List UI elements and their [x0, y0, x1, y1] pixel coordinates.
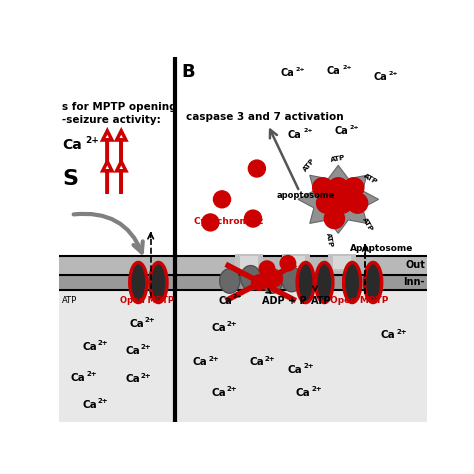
Text: 2+: 2+ [303, 364, 314, 369]
Ellipse shape [316, 263, 333, 302]
Circle shape [324, 209, 345, 228]
Text: B: B [181, 63, 194, 81]
Bar [240, 255, 258, 269]
Ellipse shape [262, 269, 283, 293]
Text: Ca: Ca [327, 66, 340, 76]
Ellipse shape [241, 265, 261, 290]
Text: 2+: 2+ [233, 294, 243, 299]
Text: 2+: 2+ [86, 136, 100, 145]
Text: Ca: Ca [373, 72, 387, 82]
Text: ATP: ATP [363, 172, 379, 185]
Text: 2+: 2+ [86, 371, 97, 377]
Circle shape [317, 193, 337, 213]
Text: Ca: Ca [249, 357, 264, 367]
Bar [282, 254, 310, 271]
Circle shape [259, 261, 275, 276]
Circle shape [347, 193, 368, 213]
Text: ADP + P: ADP + P [262, 296, 307, 306]
Text: 2+: 2+ [141, 373, 151, 379]
Circle shape [202, 214, 219, 231]
Text: ATP: ATP [361, 217, 374, 233]
Text: Open MPTP: Open MPTP [120, 296, 173, 305]
Text: Ca: Ca [63, 138, 82, 152]
Text: 2+: 2+ [98, 340, 109, 346]
Circle shape [267, 271, 283, 286]
Circle shape [245, 210, 262, 227]
Circle shape [344, 178, 364, 198]
Text: ATP: ATP [63, 296, 78, 305]
Text: Ca: Ca [82, 342, 97, 352]
Text: Ca: Ca [296, 388, 310, 398]
Text: Ca: Ca [82, 400, 97, 410]
Bar [59, 290, 427, 422]
Text: 2+: 2+ [389, 71, 398, 76]
Text: 2+: 2+ [296, 67, 305, 72]
Bar [286, 255, 305, 269]
Ellipse shape [219, 269, 240, 293]
Text: 2+: 2+ [227, 386, 237, 392]
Bar [333, 255, 351, 269]
Text: 2+: 2+ [264, 356, 275, 362]
Text: 2+: 2+ [227, 321, 237, 327]
Text: 2+: 2+ [311, 386, 322, 392]
Text: Ca: Ca [125, 374, 140, 384]
Text: ATP: ATP [330, 154, 346, 163]
Text: S: S [63, 169, 78, 189]
Circle shape [251, 275, 267, 290]
Bar [59, 275, 427, 290]
Text: Ca: Ca [192, 357, 207, 367]
Text: Out: Out [405, 260, 425, 270]
Text: 2+: 2+ [145, 317, 155, 323]
Text: Inn-: Inn- [403, 277, 425, 288]
Text: 2+: 2+ [208, 356, 219, 362]
Circle shape [328, 178, 348, 198]
Text: 2+: 2+ [396, 328, 407, 335]
Text: ATP: ATP [325, 232, 333, 248]
Text: Ca: Ca [129, 319, 144, 328]
Text: Ca: Ca [280, 68, 294, 78]
Text: 2+: 2+ [98, 398, 109, 404]
Text: ATP: ATP [311, 296, 332, 306]
Text: s for MPTP opening: s for MPTP opening [63, 101, 177, 111]
Text: 2+: 2+ [303, 128, 313, 134]
Text: -seizure activity:: -seizure activity: [63, 115, 161, 126]
Text: Ca: Ca [211, 322, 226, 333]
Ellipse shape [344, 263, 361, 302]
Text: Ca: Ca [211, 388, 226, 398]
Text: 2+: 2+ [342, 64, 352, 70]
Circle shape [313, 178, 333, 198]
Text: Ca: Ca [218, 296, 232, 306]
Text: Ca: Ca [288, 365, 302, 375]
Circle shape [332, 193, 352, 213]
Text: 2+: 2+ [141, 344, 151, 350]
Text: 2+: 2+ [350, 125, 359, 130]
Bar [328, 254, 356, 271]
Text: Open MPTP: Open MPTP [330, 296, 389, 305]
Bar [59, 255, 427, 275]
Text: Apoptosome: Apoptosome [350, 244, 413, 253]
Text: Ca: Ca [288, 130, 301, 140]
Circle shape [280, 255, 296, 271]
Text: Ca: Ca [334, 126, 348, 136]
Ellipse shape [150, 263, 167, 302]
Polygon shape [298, 165, 379, 233]
Ellipse shape [365, 263, 382, 302]
Text: Ca: Ca [381, 330, 396, 340]
Ellipse shape [282, 267, 302, 292]
Text: apoptosome: apoptosome [276, 191, 335, 200]
Circle shape [213, 191, 230, 208]
Ellipse shape [297, 263, 314, 302]
Bar [235, 254, 263, 271]
Text: Cytochrome c: Cytochrome c [194, 217, 264, 226]
Text: caspase 3 and 7 activation: caspase 3 and 7 activation [186, 112, 344, 122]
Ellipse shape [130, 263, 147, 302]
Text: i: i [301, 299, 303, 305]
Circle shape [248, 160, 265, 177]
Text: Ca: Ca [71, 373, 86, 383]
Text: Ca: Ca [125, 346, 140, 356]
Text: ATP: ATP [301, 157, 316, 173]
